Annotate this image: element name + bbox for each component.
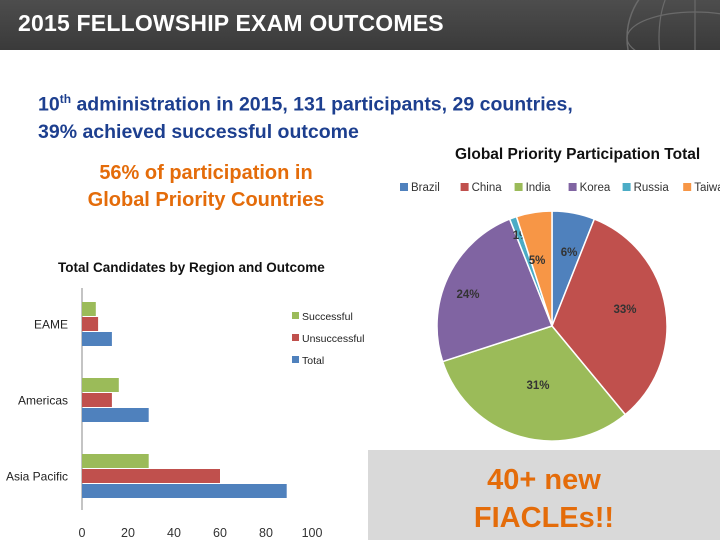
pie-label-china: 33% xyxy=(613,304,636,316)
bar-asia-pacific-successful xyxy=(82,454,149,468)
legend-swatch-successful xyxy=(292,312,299,319)
legend-swatch-total xyxy=(292,356,299,363)
legend-swatch-russia xyxy=(622,183,631,191)
callout-line-1: 40+ new xyxy=(487,464,601,496)
bar-chart-title: Total Candidates by Region and Outcome xyxy=(58,260,325,275)
globe-icon xyxy=(626,0,720,50)
legend-swatch-unsuccessful xyxy=(292,334,299,341)
legend-swatch-china xyxy=(460,183,469,191)
pie-slice-taiwan xyxy=(515,210,553,327)
pie-label-brazil: 6% xyxy=(561,247,578,259)
x-tick-label: 100 xyxy=(302,526,323,540)
pie-chart-title: Global Priority Participation Total xyxy=(455,146,701,163)
legend-swatch-korea xyxy=(568,183,577,191)
headline-ordinal: 10 xyxy=(38,93,60,116)
category-label-asia-pacific: Asia Pacific xyxy=(6,470,68,484)
legend-label-unsuccessful: Unsuccessful xyxy=(302,333,364,345)
participation-line-2: Global Priority Countries xyxy=(87,189,325,211)
bar-americas-unsuccessful xyxy=(82,393,112,407)
headline-ordinal-suffix: th xyxy=(59,92,72,106)
x-tick-label: 80 xyxy=(259,526,273,540)
headline-line-2: 39% achieved successful outcome xyxy=(38,120,359,143)
bar-eame-unsuccessful xyxy=(82,317,99,331)
slide-title: 2015 FELLOWSHIP EXAM OUTCOMES xyxy=(18,10,444,36)
category-label-eame: EAME xyxy=(34,318,68,332)
bar-asia-pacific-unsuccessful xyxy=(82,469,220,483)
pie-label-korea: 24% xyxy=(456,289,479,301)
bar-chart: EAME Americas Asia Pacific 0 20 40 60 80 100 Succ… xyxy=(6,288,364,540)
legend-label-brazil: Brazil xyxy=(411,182,440,194)
title-bar: 2015 FELLOWSHIP EXAM OUTCOMES xyxy=(0,0,720,50)
pie-label-india: 31% xyxy=(526,380,549,392)
legend-swatch-india xyxy=(514,183,523,191)
callout-box: 40+ new FIACLEs!! xyxy=(368,450,720,540)
legend-label-korea: Korea xyxy=(580,182,611,194)
participation-note: 56% of participation in Global Priority … xyxy=(40,160,372,214)
bar-eame-successful xyxy=(82,302,96,316)
pie-label-taiwan: 5% xyxy=(529,255,546,267)
callout-line-2: FIACLEs!! xyxy=(473,502,615,534)
legend-label-china: China xyxy=(472,182,503,194)
headline-line-1: administration in 2015, 131 participants… xyxy=(71,93,573,116)
pie-slice-india xyxy=(441,325,627,442)
headline: 10th administration in 2015, 131 partici… xyxy=(38,86,708,146)
bar-asia-pacific-total xyxy=(82,484,287,498)
participation-line-1: 56% of participation in xyxy=(99,162,313,184)
x-tick-label: 0 xyxy=(79,526,86,540)
x-tick-label: 60 xyxy=(213,526,227,540)
legend-label-total: Total xyxy=(302,355,324,367)
bar-eame-total xyxy=(82,332,112,346)
category-label-americas: Americas xyxy=(18,394,68,408)
bar-americas-total xyxy=(82,408,149,422)
pie-chart: Brazil China India Korea Russia Taiwan 6% 33% 31… xyxy=(400,182,720,442)
legend-label-successful: Successful xyxy=(302,311,353,323)
legend-swatch-taiwan xyxy=(683,183,692,191)
legend-swatch-brazil xyxy=(400,183,408,191)
x-tick-label: 20 xyxy=(121,526,135,540)
legend-label-india: India xyxy=(526,182,552,194)
bar-americas-successful xyxy=(82,378,119,392)
legend-label-taiwan: Taiwan xyxy=(694,182,720,194)
legend-label-russia: Russia xyxy=(634,182,670,194)
pie-slice-china xyxy=(551,218,668,416)
x-tick-label: 40 xyxy=(167,526,181,540)
